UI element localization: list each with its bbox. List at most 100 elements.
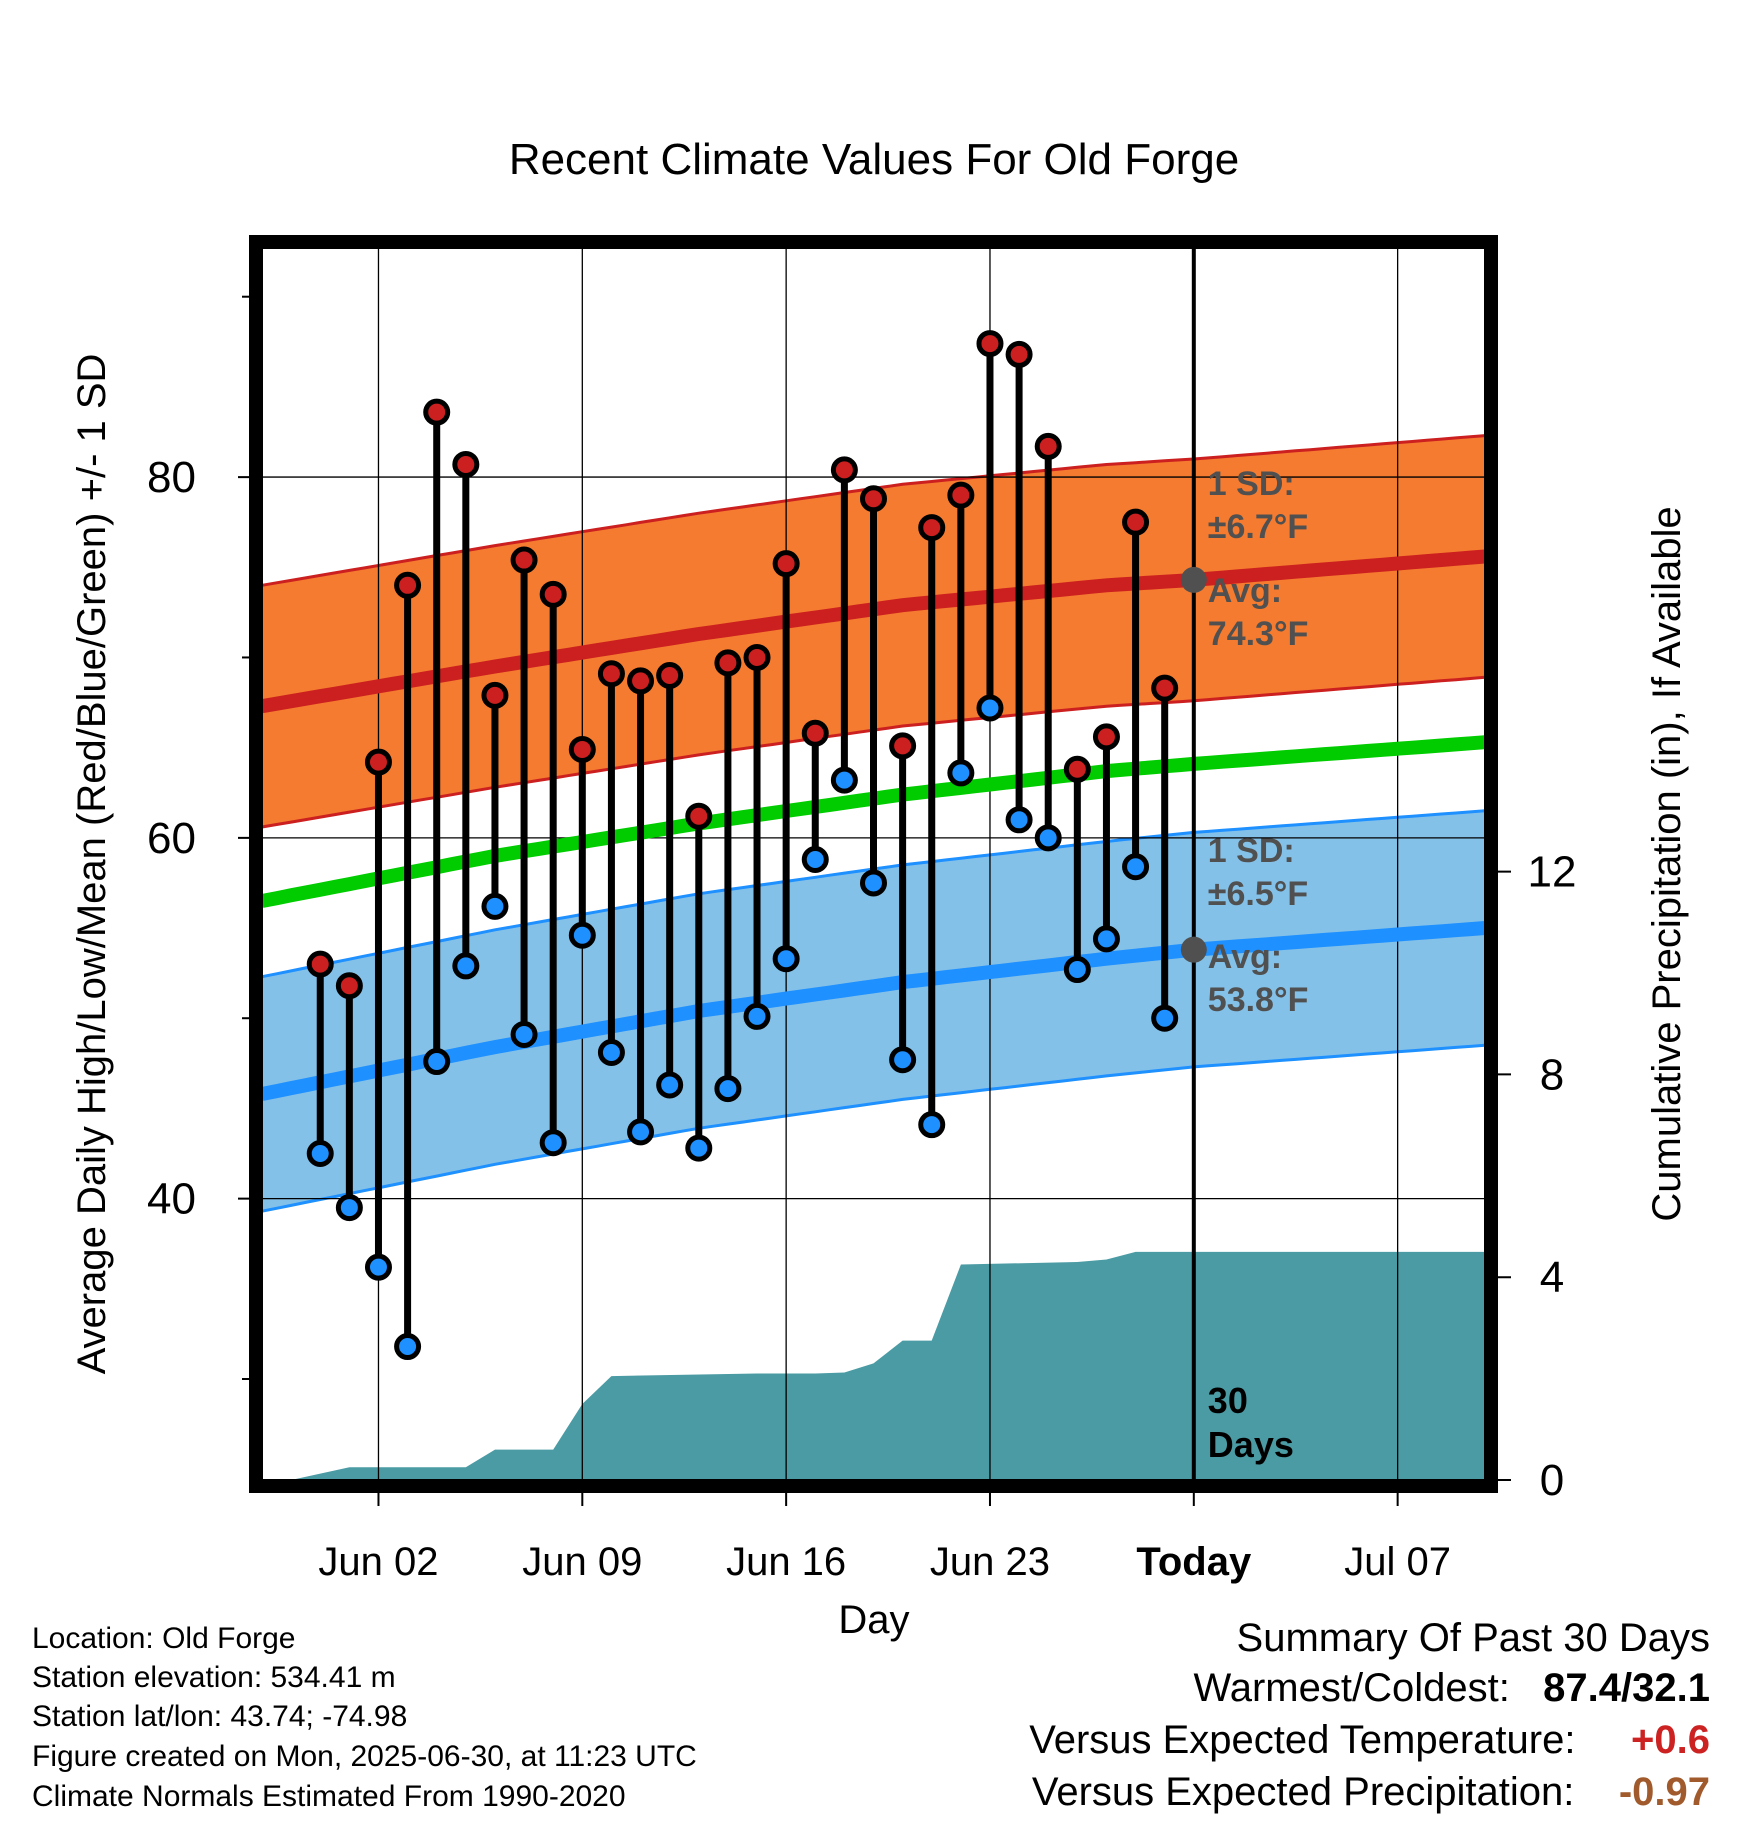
daily-high-point-5 (452, 450, 480, 478)
y2-axis-title: Cumulative Precipitation (in), If Availa… (1645, 506, 1689, 1221)
daily-high-point-12 (656, 662, 684, 690)
daily-low-point-16 (772, 945, 800, 973)
summary-precip: Versus Expected Precipitation: -0.97 (1032, 1770, 1710, 1815)
daily-low-point-8 (539, 1129, 567, 1157)
daily-high-point-24 (1005, 340, 1033, 368)
high-sd-value: ±6.7°F (1208, 508, 1308, 546)
today-avg-high-dot (1180, 566, 1207, 593)
x-tick-label-1: Jun 09 (522, 1540, 642, 1584)
daily-low-point-9 (568, 921, 596, 949)
daily-high-point-7 (510, 546, 538, 574)
daily-high-point-27 (1092, 723, 1120, 751)
y-tick-label-40: 40 (147, 1175, 196, 1224)
daily-high-point-29 (1151, 674, 1179, 702)
daily-low-point-15 (743, 1002, 771, 1030)
warm-cold-label: Warmest/Coldest: (1193, 1666, 1510, 1710)
daily-high-point-8 (539, 580, 567, 608)
daily-low-point-6 (481, 892, 509, 920)
daily-high-point-19 (860, 485, 887, 513)
daily-low-point-13 (685, 1134, 713, 1162)
x-tick-label-2: Jun 16 (726, 1540, 846, 1584)
daily-low-point-24 (1005, 806, 1033, 834)
x-tick-label-4: Today (1136, 1540, 1252, 1584)
daily-low-point-10 (597, 1038, 625, 1066)
high-avg-value: 74.3°F (1208, 615, 1309, 653)
warm-cold-value: 87.4/32.1 (1543, 1666, 1710, 1710)
avg-low-line (260, 921, 1486, 1101)
low-sd-band-lower-edge (261, 1043, 1486, 1213)
daily-low-point-29 (1151, 1004, 1179, 1032)
summary-temp: Versus Expected Temperature: +0.6 (1029, 1718, 1710, 1763)
daily-high-point-17 (801, 719, 829, 747)
chart-title: Recent Climate Values For Old Forge (509, 135, 1239, 184)
low-sd-value: ±6.5°F (1208, 875, 1308, 913)
daily-low-point-3 (394, 1333, 422, 1361)
precip-cumulative-area (262, 1251, 1485, 1480)
temp-label: Versus Expected Temperature: (1029, 1718, 1576, 1762)
period-label-unit: Days (1208, 1424, 1294, 1465)
y-tick-label-80: 80 (147, 453, 196, 502)
summary-warm-cold: Warmest/Coldest: 87.4/32.1 (1193, 1666, 1710, 1711)
precip-area (262, 1251, 1485, 1480)
y-axis-title: Average Daily High/Low/Mean (Red/Blue/Gr… (70, 354, 114, 1375)
daily-high-point-23 (976, 330, 1004, 358)
latlon-text: Station lat/lon: 43.74; -74.98 (32, 1700, 408, 1733)
daily-high-point-11 (627, 667, 655, 695)
precip-value: -0.97 (1618, 1770, 1710, 1814)
daily-low-point-0 (306, 1140, 334, 1168)
daily-low-point-12 (656, 1071, 684, 1099)
daily-low-point-11 (627, 1118, 655, 1146)
plot-border (249, 235, 1498, 1493)
daily-high-point-4 (423, 398, 451, 426)
daily-low-point-1 (335, 1194, 363, 1222)
low-sd-band (262, 810, 1485, 1212)
summary-title: Summary Of Past 30 Days (1236, 1616, 1710, 1660)
daily-low-point-7 (510, 1020, 538, 1048)
daily-high-point-1 (335, 972, 363, 1000)
daily-high-point-6 (481, 681, 509, 709)
daily-low-point-28 (1122, 853, 1150, 881)
daily-high-point-14 (714, 649, 742, 677)
daily-low-point-23 (976, 694, 1004, 722)
daily-high-point-21 (918, 514, 946, 542)
daily-high-point-26 (1063, 755, 1091, 783)
x-tick-label-0: Jun 02 (318, 1540, 438, 1584)
plot-frame (249, 235, 1498, 1493)
daily-high-point-25 (1034, 432, 1062, 460)
period-label-number: 30 (1208, 1380, 1248, 1421)
precip-label: Versus Expected Precipitation: (1031, 1770, 1575, 1814)
y-tick-label-60: 60 (147, 814, 196, 863)
y2-tick-label-0: 0 (1540, 1456, 1564, 1505)
high-sd-label: 1 SD: (1208, 465, 1295, 503)
daily-low-point-27 (1092, 925, 1120, 953)
daily-low-point-21 (918, 1111, 946, 1139)
daily-low-point-17 (801, 845, 829, 873)
daily-high-point-22 (947, 481, 975, 509)
daily-low-point-20 (889, 1046, 917, 1074)
daily-low-point-25 (1034, 824, 1062, 852)
x-tick-label-3: Jun 23 (930, 1540, 1050, 1584)
daily-low-point-4 (423, 1048, 451, 1076)
daily-low-point-2 (364, 1253, 392, 1281)
x-axis-title: Day (838, 1598, 909, 1642)
x-tick-label-5: Jul 07 (1344, 1540, 1451, 1584)
daily-high-point-16 (772, 550, 800, 578)
daily-high-point-15 (743, 643, 771, 671)
today-avg-low-dot (1180, 936, 1207, 963)
daily-low-point-5 (452, 952, 480, 980)
daily-high-point-9 (568, 735, 596, 763)
axes: 40 60 80 0 4 8 12 Jun 02 Jun 09 Jun 16 Jun 23 Today… (70, 295, 1689, 1642)
daily-low-point-18 (830, 766, 858, 794)
low-avg-label: Avg: (1208, 938, 1282, 976)
daily-high-point-10 (597, 660, 625, 688)
daily-high-point-18 (830, 456, 858, 484)
elevation-text: Station elevation: 534.41 m (32, 1661, 396, 1694)
low-sd-label: 1 SD: (1208, 832, 1295, 870)
daily-low-point-26 (1063, 956, 1091, 984)
daily-low-point-22 (947, 759, 975, 787)
daily-high-point-13 (685, 802, 713, 830)
daily-values (306, 330, 1179, 1361)
created-text: Figure created on Mon, 2025-06-30, at 11… (32, 1740, 697, 1773)
y2-tick-label-8: 8 (1540, 1050, 1564, 1099)
